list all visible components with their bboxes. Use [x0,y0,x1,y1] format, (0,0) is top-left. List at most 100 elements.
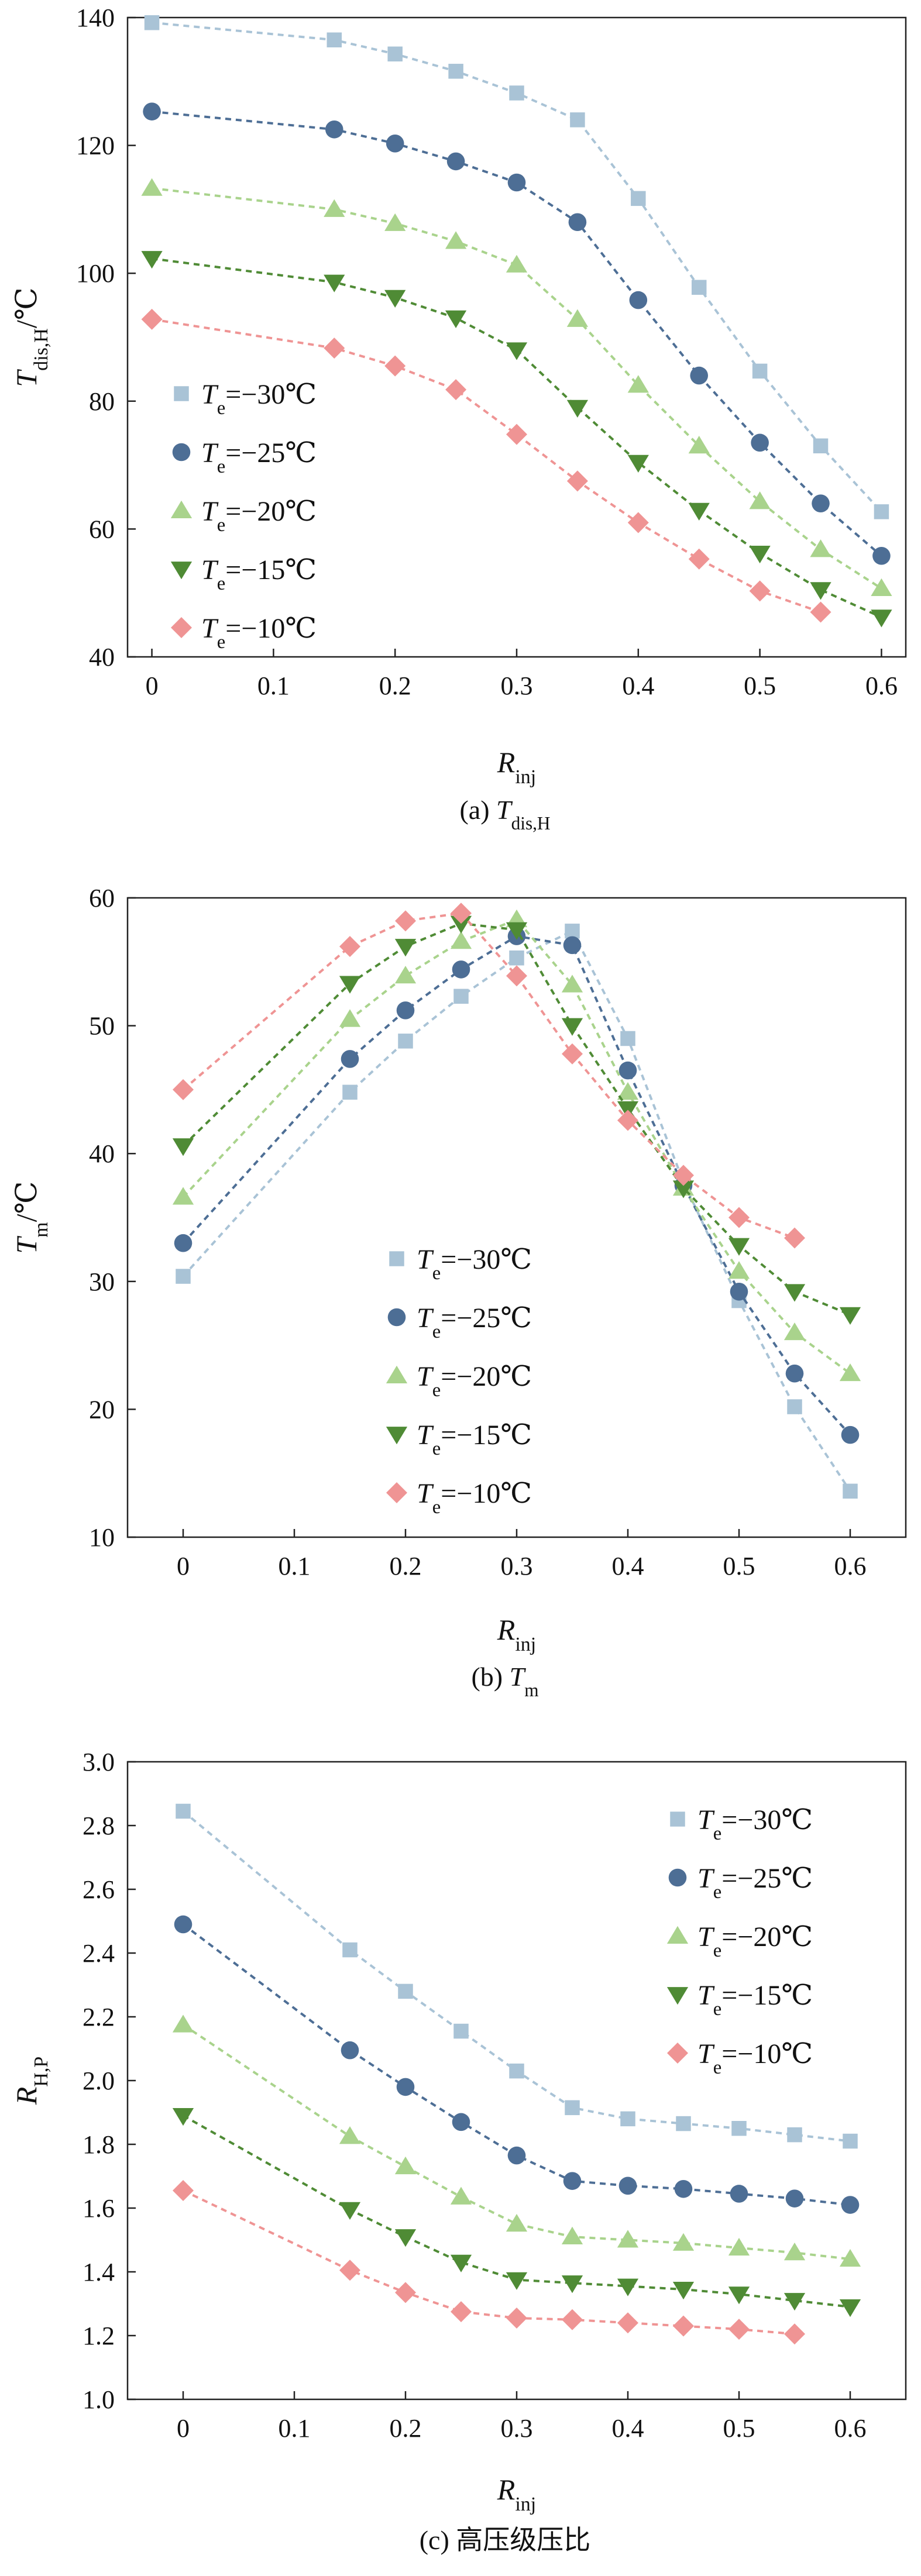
y-tick-label: 1.8 [83,2130,115,2159]
y-tick-label: 2.2 [83,2003,115,2031]
data-point [339,2126,361,2144]
data-point [566,400,589,418]
series-line [183,2189,795,2336]
data-point [839,1363,861,1382]
series-m10 [173,903,805,1249]
data-point [448,64,463,79]
series-line [152,257,882,619]
series-m20 [141,178,892,596]
data-point [871,609,892,628]
y-tick-label: 1.0 [83,2385,115,2414]
data-point [561,2275,583,2293]
data-point [324,199,345,217]
data-point [563,2172,582,2190]
series-m20 [172,2014,861,2267]
y-tick-label: 40 [89,643,115,671]
data-point [784,1227,805,1249]
data-point [787,1399,802,1414]
data-point [673,1165,694,1186]
data-point [843,2133,858,2149]
data-point [783,1322,806,1341]
legend-entry: Te=−20℃ [170,496,317,536]
data-point [325,120,343,139]
data-point [810,601,831,623]
legend-label: Te=−10℃ [697,2038,813,2078]
tm-chart: 0 0.1 0.2 0.3 0.4 0.5 0.6 10 20 30 40 50 60 Rinj Tm/℃ (… [10,884,907,1700]
y-axis-label: Tm/℃ [10,1181,52,1253]
legend-marker [667,2043,688,2064]
data-point [617,2312,638,2334]
y-tick-label: 1.6 [83,2194,115,2223]
data-point [787,2127,802,2143]
data-point [384,213,406,231]
data-point [506,2308,527,2329]
data-point [565,2100,580,2116]
x-tick-label: 0.2 [390,2414,422,2443]
data-point [749,580,771,602]
data-point [506,2214,528,2232]
data-point [690,366,709,385]
x-tick-label: 0.5 [723,2414,755,2443]
data-point [174,1915,193,1934]
data-point [839,1307,861,1325]
legend-marker [670,1812,685,1827]
data-point [451,2301,472,2323]
data-point [342,1084,358,1100]
series-line [152,318,822,614]
data-point [506,342,528,360]
data-point [144,15,160,30]
data-point [509,950,524,966]
data-point [783,1284,806,1302]
data-point [342,1942,358,1958]
data-point [173,1079,194,1100]
data-point [874,504,889,519]
series-line [182,922,851,1316]
data-point [631,191,646,206]
legend-label: Te=−20℃ [201,496,317,536]
y-tick-label: 2.8 [83,1812,115,1840]
legend-label: Te=−30℃ [201,379,317,419]
data-point [570,112,585,128]
rhp-chart: 0 0.1 0.2 0.3 0.4 0.5 0.6 1.0 1.2 1.4 1.6 1.8 2.0 2.2… [10,1748,907,2555]
data-point [627,454,649,473]
data-point [629,291,648,309]
data-point [450,915,472,934]
legend-label: Te=−25℃ [697,1863,813,1903]
data-point [445,231,467,249]
x-axis-label: Rinj [497,2473,536,2515]
data-point [674,2180,693,2198]
legend-entry: Te=−20℃ [666,1921,813,1961]
data-point [676,2116,691,2131]
data-point [688,548,710,570]
data-point [839,2299,861,2317]
x-tick-label: 0.4 [612,1552,644,1580]
data-point [394,939,417,957]
legend-marker [666,1987,689,2005]
data-point [672,1180,695,1199]
series-m25 [143,102,891,565]
data-point [453,989,469,1004]
legend-label: Te=−30℃ [417,1244,532,1284]
data-point [785,1364,804,1383]
data-point [446,152,465,171]
data-point [617,2278,639,2296]
data-point [839,2248,861,2267]
legend-marker [386,1365,408,1383]
legend-marker [389,1251,404,1266]
legend-label: Te=−10℃ [417,1478,532,1518]
data-point [673,2315,694,2337]
legend-marker [666,1926,689,1944]
data-point [728,2286,750,2305]
data-point [339,936,360,958]
data-point [394,2156,417,2175]
data-point [445,379,467,401]
data-point [617,1082,639,1100]
legend-entry: Te=−10℃ [667,2038,813,2078]
legend-entry: Te=−25℃ [668,1863,813,1903]
data-point [812,494,830,512]
data-point [730,2185,748,2203]
y-tick-label: 2.4 [83,1939,115,1968]
data-point [563,936,582,955]
series-m10 [173,2180,805,2345]
